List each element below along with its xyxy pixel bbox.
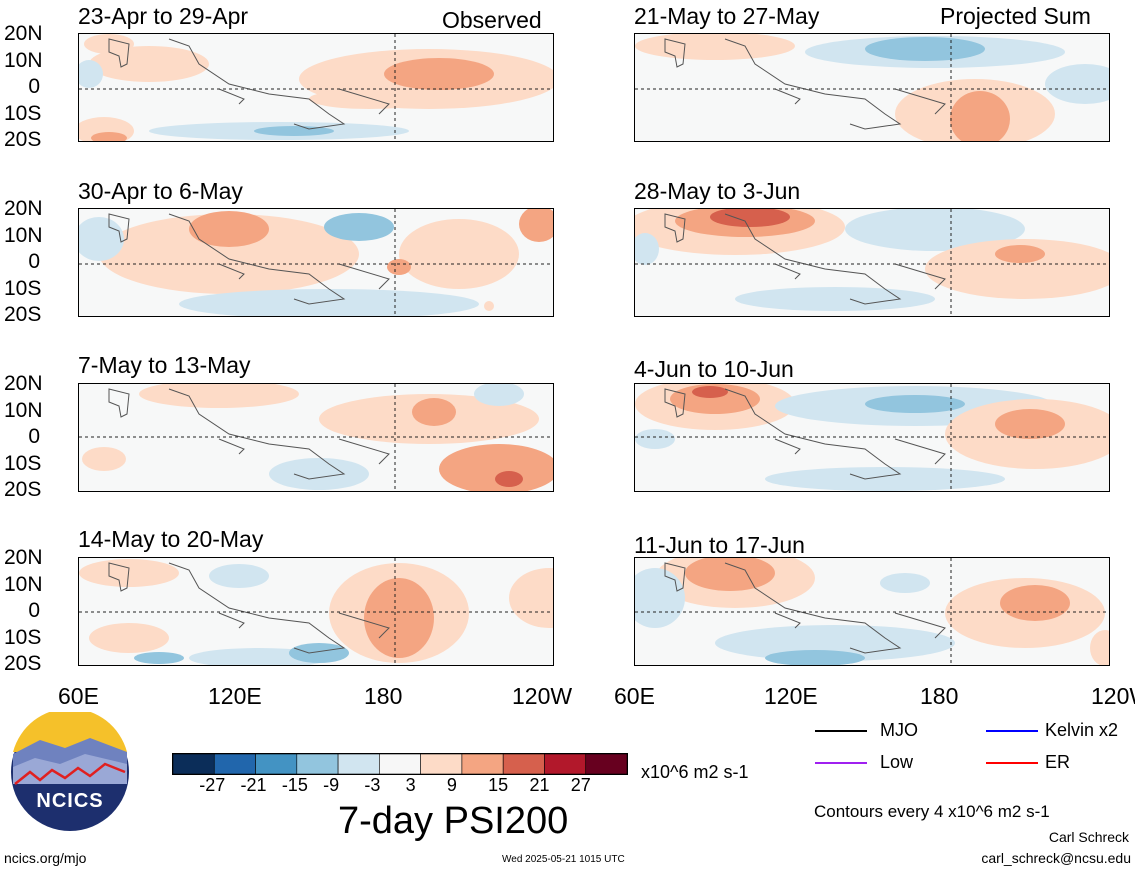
x-tick-label: 60E [58, 683, 99, 709]
map-panel-1 [78, 33, 554, 142]
map-panel-6 [634, 208, 1110, 317]
map-panel-4 [78, 557, 554, 666]
colorbar-label: 21 [529, 775, 550, 795]
author: Carl Schreck [1048, 829, 1129, 845]
panel-7-title: 4-Jun to 10-Jun [634, 356, 794, 382]
main-title: 7-day PSI200 [338, 800, 569, 842]
timestamp: Wed 2025-05-21 1015 UTC [502, 854, 625, 865]
y-tick-label: 10N [4, 223, 43, 247]
y-tick-label: 10S [4, 451, 42, 475]
map-panel-2 [78, 208, 554, 317]
x-tick-label: 180 [364, 683, 403, 709]
y-tick-label: 20S [4, 303, 42, 326]
y-tick-label: 0 [28, 599, 40, 622]
y-tick-label: 10N [4, 398, 43, 422]
legend-kelvin-line [986, 730, 1038, 732]
panel-6-title: 28-May to 3-Jun [634, 178, 801, 204]
colorbar-label: 27 [570, 775, 591, 795]
y-tick-label: 10S [4, 276, 42, 300]
colorbar-swatch [502, 753, 545, 775]
email[interactable]: carl_schreck@ncsu.edu [981, 850, 1131, 866]
legend-low: Low [880, 752, 914, 772]
x-tick-label: 120E [764, 683, 818, 709]
y-tick-label: 20N [4, 22, 43, 45]
legend-mjo: MJO [880, 720, 918, 740]
colorbar-label: -21 [240, 775, 267, 795]
ncics-logo: NCICS [10, 708, 130, 832]
y-tick-label: 0 [28, 425, 40, 448]
logo-text: NCICS [36, 790, 104, 812]
x-tick-label: 120E [208, 683, 262, 709]
y-tick-label: 20N [4, 372, 43, 395]
colorbar-label: -27 [199, 775, 226, 795]
y-tick-label: 0 [28, 75, 40, 98]
colorbar-label: 15 [488, 775, 509, 795]
legend-low-line [815, 762, 867, 764]
legend-er: ER [1045, 752, 1071, 772]
y-tick-label: 10S [4, 101, 42, 125]
y-tick-label: 20N [4, 546, 43, 569]
x-tick-label: 180 [920, 683, 959, 709]
y-tick-label: 20S [4, 478, 42, 501]
panel-5-label: Projected Sum [940, 3, 1091, 29]
legend-mjo-line [815, 730, 867, 732]
panel-1-label: Observed [442, 7, 542, 33]
y-tick-label: 20S [4, 652, 42, 675]
y-tick-label: 10N [4, 572, 43, 596]
y-tick-label: 10S [4, 625, 42, 649]
colorbar-swatch [213, 753, 256, 775]
x-tick-label: 120W [1091, 683, 1135, 709]
colorbar-label: -3 [364, 775, 381, 795]
x-tick-label: 60E [614, 683, 655, 709]
legend-er-line [986, 762, 1038, 764]
y-tick-label: 20S [4, 128, 42, 151]
map-panel-8 [634, 557, 1110, 666]
colorbar-swatch [172, 753, 215, 775]
y-tick-label: 10N [4, 48, 43, 72]
panel-2-title: 30-Apr to 6-May [78, 178, 243, 204]
colorbar-label: 9 [446, 775, 457, 795]
panel-3-title: 7-May to 13-May [78, 352, 251, 378]
colorbar [172, 753, 628, 775]
legend-kelvin: Kelvin x2 [1045, 720, 1119, 740]
y-tick-label: 20N [4, 197, 43, 220]
colorbar-swatch [420, 753, 463, 775]
site-link[interactable]: ncics.org/mjo [4, 850, 87, 866]
map-panel-5 [634, 33, 1110, 142]
colorbar-swatch [379, 753, 421, 775]
colorbar-swatch [461, 753, 504, 775]
x-tick-label: 120W [512, 683, 573, 709]
panel-4-title: 14-May to 20-May [78, 526, 264, 552]
map-panel-7 [634, 383, 1110, 492]
colorbar-label: -9 [323, 775, 340, 795]
y-tick-label: 0 [28, 250, 40, 273]
contours-note: Contours every 4 x10^6 m2 s-1 [814, 802, 1050, 821]
map-panel-3 [78, 383, 554, 492]
colorbar-swatch [544, 753, 587, 775]
colorbar-swatch [255, 753, 298, 775]
colorbar-label: 3 [405, 775, 416, 795]
panel-8-title: 11-Jun to 17-Jun [634, 532, 805, 558]
colorbar-swatch [585, 753, 628, 775]
colorbar-label: -15 [281, 775, 308, 795]
panel-1-title: 23-Apr to 29-Apr [78, 3, 249, 29]
colorbar-swatch [296, 753, 339, 775]
colorbar-swatch [337, 753, 380, 775]
colorbar-units: x10^6 m2 s-1 [641, 762, 749, 782]
panel-5-title: 21-May to 27-May [634, 3, 820, 29]
